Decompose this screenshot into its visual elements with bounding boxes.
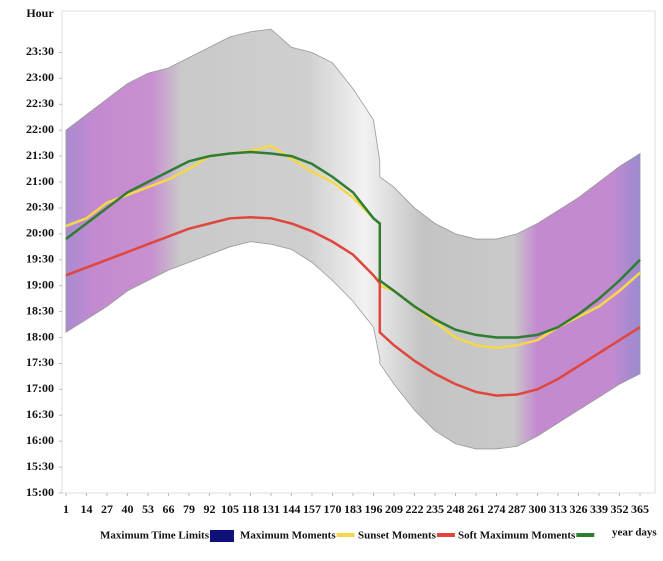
x-tick-label: 339 [590, 502, 608, 516]
x-tick-label: 235 [426, 502, 444, 516]
y-tick-label: 16:30 [26, 407, 54, 421]
y-tick-label: 18:00 [26, 329, 54, 343]
x-tick-label: 131 [262, 502, 280, 516]
legend-label: Maximum Time Limits [100, 530, 210, 542]
x-tick-label: 92 [203, 502, 215, 516]
x-tick-label: 326 [570, 502, 588, 516]
x-tick-label: 118 [242, 502, 259, 516]
x-tick-label: 105 [221, 502, 239, 516]
y-tick-label: 23:00 [26, 70, 54, 84]
y-tick-label: 21:30 [26, 148, 54, 162]
series-line [65, 150, 641, 339]
x-tick-label: 53 [142, 502, 154, 516]
y-tick-label: 16:00 [26, 433, 54, 447]
legend-swatch [576, 533, 595, 537]
x-tick-label: 157 [303, 502, 321, 516]
y-tick-label: 21:00 [26, 174, 54, 188]
legend-label: Sunset Moments [358, 530, 437, 542]
y-axis-label: Hour [26, 6, 54, 20]
x-tick-label: 287 [508, 502, 526, 516]
y-tick-label: 20:00 [26, 226, 54, 240]
y-tick-label: 15:00 [26, 485, 54, 499]
y-tick-label: 20:30 [26, 200, 54, 214]
x-tick-label: 183 [344, 502, 362, 516]
x-tick-label: 300 [529, 502, 547, 516]
y-tick-label: 22:30 [26, 96, 54, 110]
x-tick-label: 209 [385, 502, 403, 516]
x-tick-label: 27 [101, 502, 113, 516]
x-tick-label: 66 [162, 502, 174, 516]
y-tick-label: 17:00 [26, 381, 54, 395]
y-tick-label: 15:30 [26, 459, 54, 473]
x-tick-label: 313 [549, 502, 567, 516]
y-tick-label: 18:30 [26, 303, 54, 317]
x-tick-label: 248 [446, 502, 464, 516]
y-tick-label: 23:30 [26, 44, 54, 58]
x-tick-label: 365 [631, 502, 649, 516]
x-axis-label: year days [612, 527, 657, 539]
y-tick-label: 22:00 [26, 122, 54, 136]
y-tick-label: 19:30 [26, 252, 54, 266]
y-tick-label: 19:00 [26, 277, 54, 291]
x-tick-label: 274 [487, 502, 505, 516]
legend-swatch [336, 533, 355, 537]
legend-label: Maximum Moments [240, 530, 336, 542]
x-tick-label: 196 [364, 502, 382, 516]
legend-label: Soft Maximum Moments [458, 530, 576, 542]
x-tick-label: 14 [80, 502, 92, 516]
series-line [65, 216, 641, 397]
x-tick-label: 144 [282, 502, 300, 516]
x-tick-label: 222 [405, 502, 423, 516]
x-tick-label: 79 [183, 502, 195, 516]
x-tick-label: 1 [63, 502, 69, 516]
legend-swatch [209, 530, 234, 542]
x-tick-label: 170 [323, 502, 341, 516]
time-limits-band [65, 28, 641, 450]
x-tick-label: 352 [611, 502, 629, 516]
y-tick-label: 17:30 [26, 355, 54, 369]
x-tick-label: 261 [467, 502, 485, 516]
x-tick-label: 40 [121, 502, 133, 516]
legend-swatch [436, 533, 455, 537]
